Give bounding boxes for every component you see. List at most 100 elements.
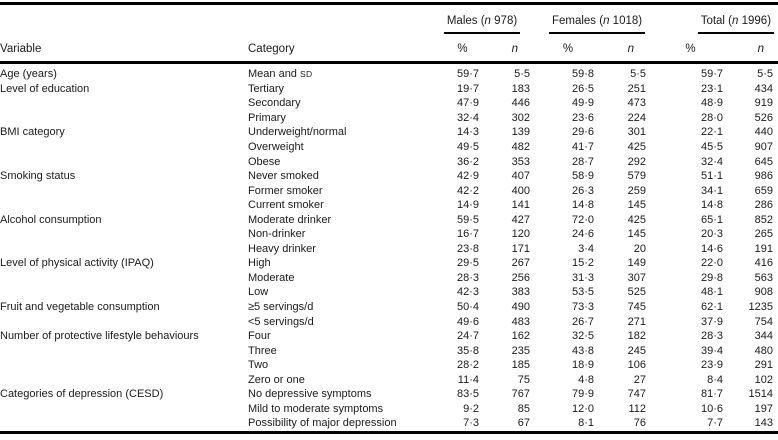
table-header: Males (n 978) Females (n 1018) Total (n … xyxy=(0,4,778,64)
value-cell: 26·7 xyxy=(571,315,595,328)
value-cell: 20·3 xyxy=(701,228,724,241)
value-cell: 32·4 xyxy=(701,155,724,168)
value-cell: 14·8 xyxy=(571,199,595,212)
value-cell: 183 xyxy=(511,82,531,95)
category-cell: No depressive symptoms xyxy=(248,388,372,401)
variable-cell: Level of education xyxy=(0,82,90,95)
value-cell: 20 xyxy=(633,242,647,255)
value-cell: 235 xyxy=(511,344,531,357)
category-cell: Former smoker xyxy=(248,184,323,197)
value-cell: 31·3 xyxy=(571,271,595,284)
value-cell: 59·7 xyxy=(701,68,724,81)
category-cell: Four xyxy=(248,330,271,343)
category-cell: Secondary xyxy=(248,97,301,110)
value-cell: 23·8 xyxy=(456,242,479,255)
col-header-n-total: n xyxy=(723,34,778,64)
value-cell: 28·3 xyxy=(701,330,724,343)
value-cell: 8·1 xyxy=(578,417,595,430)
variable-cell: Level of physical activity (IPAQ) xyxy=(0,257,154,270)
value-cell: 5·5 xyxy=(757,68,774,81)
value-cell: 8·4 xyxy=(707,373,724,386)
category-cell: Heavy drinker xyxy=(248,242,316,255)
col-header-percent-females: % xyxy=(530,34,595,64)
value-cell: 27 xyxy=(633,373,647,386)
table-row: Low 42·3 383 53·5 525 48·1 908 xyxy=(0,285,778,300)
value-cell: 483 xyxy=(511,315,531,328)
value-cell: 747 xyxy=(627,388,647,401)
table-row: BMI category Underweight/normal 14·3 139 29·… xyxy=(0,125,778,140)
value-cell: 473 xyxy=(627,97,647,110)
variable-cell xyxy=(0,183,248,198)
value-cell: 22·1 xyxy=(701,126,724,139)
value-cell: 1235 xyxy=(748,301,774,314)
variable-cell xyxy=(0,314,248,329)
table-row: Number of protective lifestyle behaviour… xyxy=(0,329,778,344)
value-cell: 45·5 xyxy=(701,141,724,153)
category-cell: Overweight xyxy=(248,141,304,153)
value-cell: 29·6 xyxy=(571,126,595,139)
category-cell: Underweight/normal xyxy=(248,126,347,139)
value-cell: 62·1 xyxy=(701,301,724,314)
value-cell: 526 xyxy=(754,111,774,124)
value-cell: 28·0 xyxy=(701,111,724,124)
category-cell: Three xyxy=(248,344,277,357)
value-cell: 49·5 xyxy=(456,141,479,153)
value-cell: 754 xyxy=(754,315,774,328)
value-cell: 22·0 xyxy=(701,257,724,270)
variable-cell xyxy=(0,242,248,257)
value-cell: 102 xyxy=(754,373,774,386)
value-cell: 59·7 xyxy=(456,68,479,81)
variable-cell xyxy=(0,111,248,126)
value-cell: 26·3 xyxy=(571,184,595,197)
value-cell: 4·8 xyxy=(578,373,595,386)
value-cell: 919 xyxy=(754,97,774,110)
value-cell: 490 xyxy=(511,301,531,314)
col-header-percent-total: % xyxy=(646,34,724,64)
value-cell: 482 xyxy=(511,141,531,153)
value-cell: 26·5 xyxy=(571,82,595,95)
value-cell: 49·6 xyxy=(456,315,479,328)
table-row: Former smoker 42·2 400 26·3 259 34·1 659 xyxy=(0,183,778,198)
value-cell: 307 xyxy=(627,271,647,284)
table-row: <5 servings/d 49·6 483 26·7 271 37·9 754 xyxy=(0,314,778,329)
category-cell: Zero or one xyxy=(248,373,305,386)
table-row: Two 28·2 185 18·9 106 23·9 291 xyxy=(0,358,778,373)
value-cell: 197 xyxy=(754,402,774,415)
category-cell: Possibility of major depression xyxy=(248,417,397,430)
value-cell: 344 xyxy=(754,330,774,343)
value-cell: 49·9 xyxy=(571,97,595,110)
value-cell: 43·8 xyxy=(571,344,595,357)
value-cell: 143 xyxy=(754,417,774,430)
group-label-males: Males (n 978) xyxy=(443,15,521,34)
value-cell: 400 xyxy=(511,184,531,197)
value-cell: 271 xyxy=(627,315,647,328)
category-cell: Moderate drinker xyxy=(248,213,332,226)
value-cell: 24·6 xyxy=(571,228,595,241)
variable-cell xyxy=(0,96,248,111)
value-cell: 76 xyxy=(633,417,647,430)
value-cell: 47·9 xyxy=(456,97,479,110)
table-row: Current smoker 14·9 141 14·8 145 14·8 286 xyxy=(0,198,778,213)
table-row: Heavy drinker 23·8 171 3·4 20 14·6 191 xyxy=(0,242,778,257)
value-cell: 42·9 xyxy=(456,170,479,183)
value-cell: 41·7 xyxy=(571,141,595,153)
category-cell: Tertiary xyxy=(248,82,285,95)
table-row: Primary 32·4 302 23·6 224 28·0 526 xyxy=(0,111,778,126)
value-cell: 986 xyxy=(754,170,774,183)
value-cell: 659 xyxy=(754,184,774,197)
variable-cell: Age (years) xyxy=(0,68,57,81)
value-cell: 75 xyxy=(517,373,531,386)
value-cell: 23·9 xyxy=(701,359,724,372)
value-cell: 106 xyxy=(627,359,647,372)
value-cell: 12·0 xyxy=(571,402,595,415)
table-body: Age (years) Mean and SD 59·7 5·5 59·8 5·5 59·7… xyxy=(0,63,778,433)
value-cell: 10·6 xyxy=(701,402,724,415)
n-symbol: n xyxy=(757,43,765,55)
table-row: Alcohol consumption Moderate drinker 59·5 4… xyxy=(0,212,778,227)
value-cell: 37·9 xyxy=(701,315,724,328)
value-cell: 23·1 xyxy=(701,82,724,95)
value-cell: 245 xyxy=(627,344,647,357)
value-cell: 265 xyxy=(754,228,774,241)
group-label-total: Total (n 1996) xyxy=(697,15,775,34)
